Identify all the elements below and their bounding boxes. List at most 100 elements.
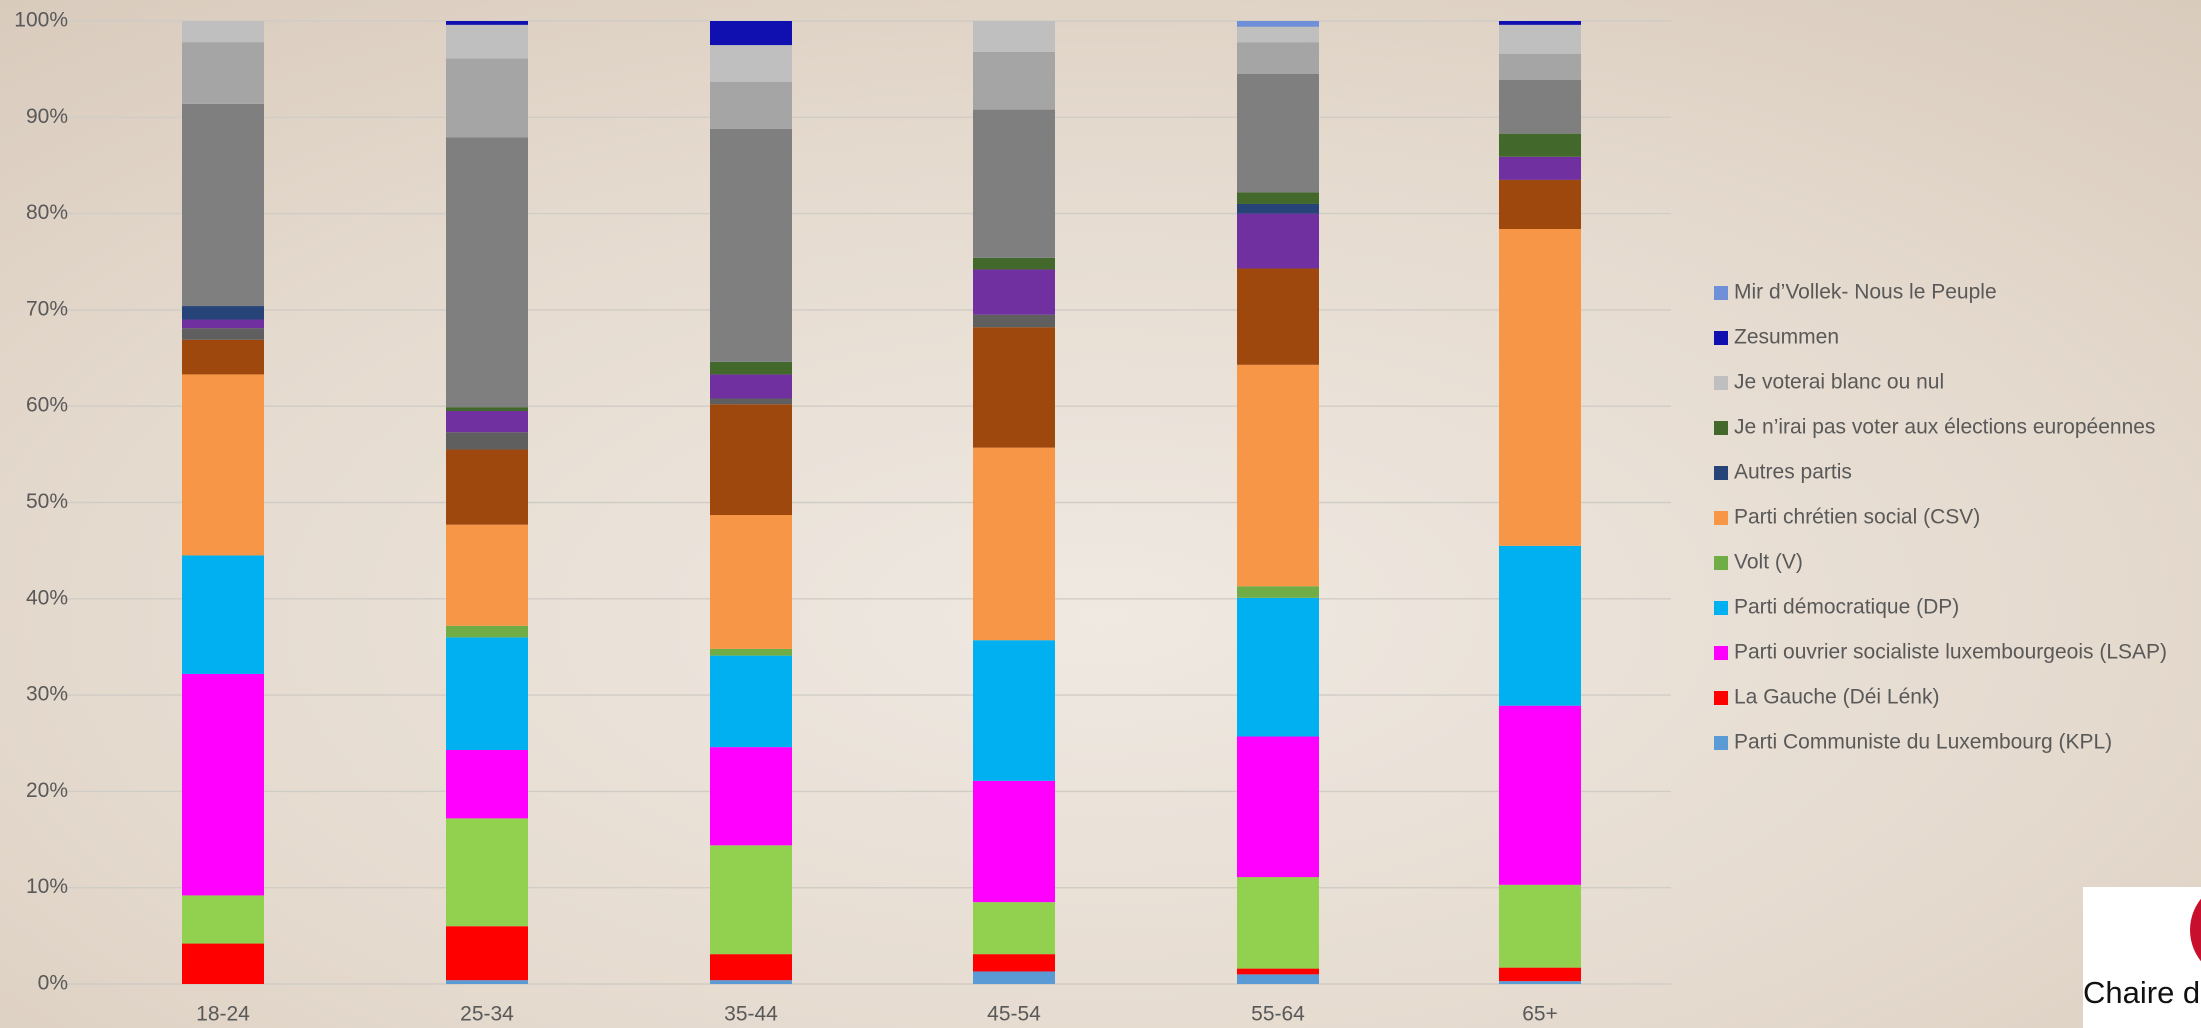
y-tick-label: 70%	[26, 297, 68, 320]
legend-swatch	[1714, 646, 1728, 660]
bar-segment	[1499, 53, 1581, 80]
x-tick-label: 55-64	[1251, 1003, 1305, 1026]
x-tick-label: 25-34	[460, 1003, 514, 1026]
bar-segment	[710, 374, 792, 399]
bar-segment	[973, 257, 1055, 270]
bar-segment	[1237, 213, 1319, 269]
bar-segment	[446, 524, 528, 626]
legend-swatch	[1714, 286, 1728, 300]
legend-label: Volt (V)	[1734, 551, 1803, 574]
bar-segment	[182, 673, 264, 896]
bar-segment	[710, 45, 792, 82]
bar-segment	[1499, 229, 1581, 546]
bar-segment	[1499, 156, 1581, 180]
y-tick-label: 50%	[26, 490, 68, 513]
bar-segment	[182, 895, 264, 944]
legend-swatch	[1714, 691, 1728, 705]
y-tick-label: 0%	[38, 972, 68, 995]
bar-segment	[1499, 884, 1581, 968]
legend-swatch	[1714, 736, 1728, 750]
bar-segment	[182, 319, 264, 329]
bar-segment	[973, 640, 1055, 781]
bar-segment	[1237, 968, 1319, 975]
y-tick-label: 80%	[26, 201, 68, 224]
logo-text: Chaire d	[2083, 975, 2200, 1010]
bar-segment	[1237, 26, 1319, 43]
bar-segment	[973, 954, 1055, 972]
legend-swatch	[1714, 376, 1728, 390]
bar-segment	[1499, 24, 1581, 54]
bar-segment	[973, 314, 1055, 328]
legend-label: La Gauche (Déi Lénk)	[1734, 686, 1939, 709]
bar-segment	[182, 103, 264, 307]
bar-segment	[1499, 21, 1581, 25]
x-tick-label: 35-44	[724, 1003, 778, 1026]
bar-segment	[446, 818, 528, 927]
bar-segment	[446, 411, 528, 433]
bar-segment	[446, 449, 528, 525]
bar-segment	[973, 971, 1055, 984]
bar-segment	[1237, 586, 1319, 598]
bar-segment	[182, 21, 264, 43]
y-tick-label: 100%	[14, 9, 68, 32]
bar-segment	[446, 407, 528, 412]
bar-segment	[710, 655, 792, 748]
bar-segment	[182, 328, 264, 340]
bar-segment	[710, 954, 792, 981]
bar-segment	[1237, 877, 1319, 969]
bar-segment	[1499, 179, 1581, 230]
bar-segment	[446, 58, 528, 138]
y-tick-label: 30%	[26, 683, 68, 706]
bar-segment	[182, 555, 264, 674]
y-tick-label: 90%	[26, 105, 68, 128]
logo-box	[2083, 887, 2201, 1028]
bar-segment	[1237, 736, 1319, 878]
bar-segment	[446, 137, 528, 408]
bar-segment	[182, 42, 264, 104]
logo-circle	[2190, 898, 2201, 962]
bar-segment	[973, 269, 1055, 315]
bar-segment	[1499, 967, 1581, 982]
bar-segment	[710, 128, 792, 362]
logo: Chaire d	[2083, 887, 2201, 1028]
bar-segment	[1237, 974, 1319, 984]
legend-swatch	[1714, 466, 1728, 480]
x-tick-label: 45-54	[987, 1003, 1041, 1026]
legend-label: Zesummen	[1734, 326, 1839, 349]
legend-label: Parti démocratique (DP)	[1734, 596, 1959, 619]
bar-segment	[973, 51, 1055, 110]
legend-swatch	[1714, 511, 1728, 525]
legend-label: Je voterai blanc ou nul	[1734, 371, 1944, 394]
bar-segment	[710, 404, 792, 516]
legend-label: Mir d’Vollek- Nous le Peuple	[1734, 281, 1997, 304]
bar-segment	[446, 21, 528, 25]
bar-segment	[973, 447, 1055, 641]
bar-segment	[1237, 192, 1319, 204]
legend-label: Autres partis	[1734, 461, 1852, 484]
legend-swatch	[1714, 601, 1728, 615]
legend-swatch	[1714, 556, 1728, 570]
bar-segment	[1237, 73, 1319, 193]
bar-segment	[1237, 42, 1319, 74]
legend-label: Parti chrétien social (CSV)	[1734, 506, 1980, 529]
bar-segment	[446, 625, 528, 638]
y-tick-label: 20%	[26, 779, 68, 802]
bar-segment	[710, 845, 792, 955]
legend-label: Parti ouvrier socialiste luxembourgeois …	[1734, 641, 2167, 664]
bar-segment	[710, 747, 792, 846]
bar-segment	[1499, 705, 1581, 885]
bar-segment	[446, 432, 528, 450]
y-tick-label: 10%	[26, 875, 68, 898]
bar-segment	[710, 361, 792, 375]
bar-segment	[973, 902, 1055, 955]
bar-segment	[182, 943, 264, 984]
bar-segment	[710, 515, 792, 649]
legend-swatch	[1714, 421, 1728, 435]
bar-segment	[973, 21, 1055, 52]
legend-label: Parti Communiste du Luxembourg (KPL)	[1734, 731, 2112, 754]
x-tick-label: 65+	[1522, 1003, 1558, 1026]
y-tick-label: 60%	[26, 394, 68, 417]
bar-segment	[446, 980, 528, 984]
